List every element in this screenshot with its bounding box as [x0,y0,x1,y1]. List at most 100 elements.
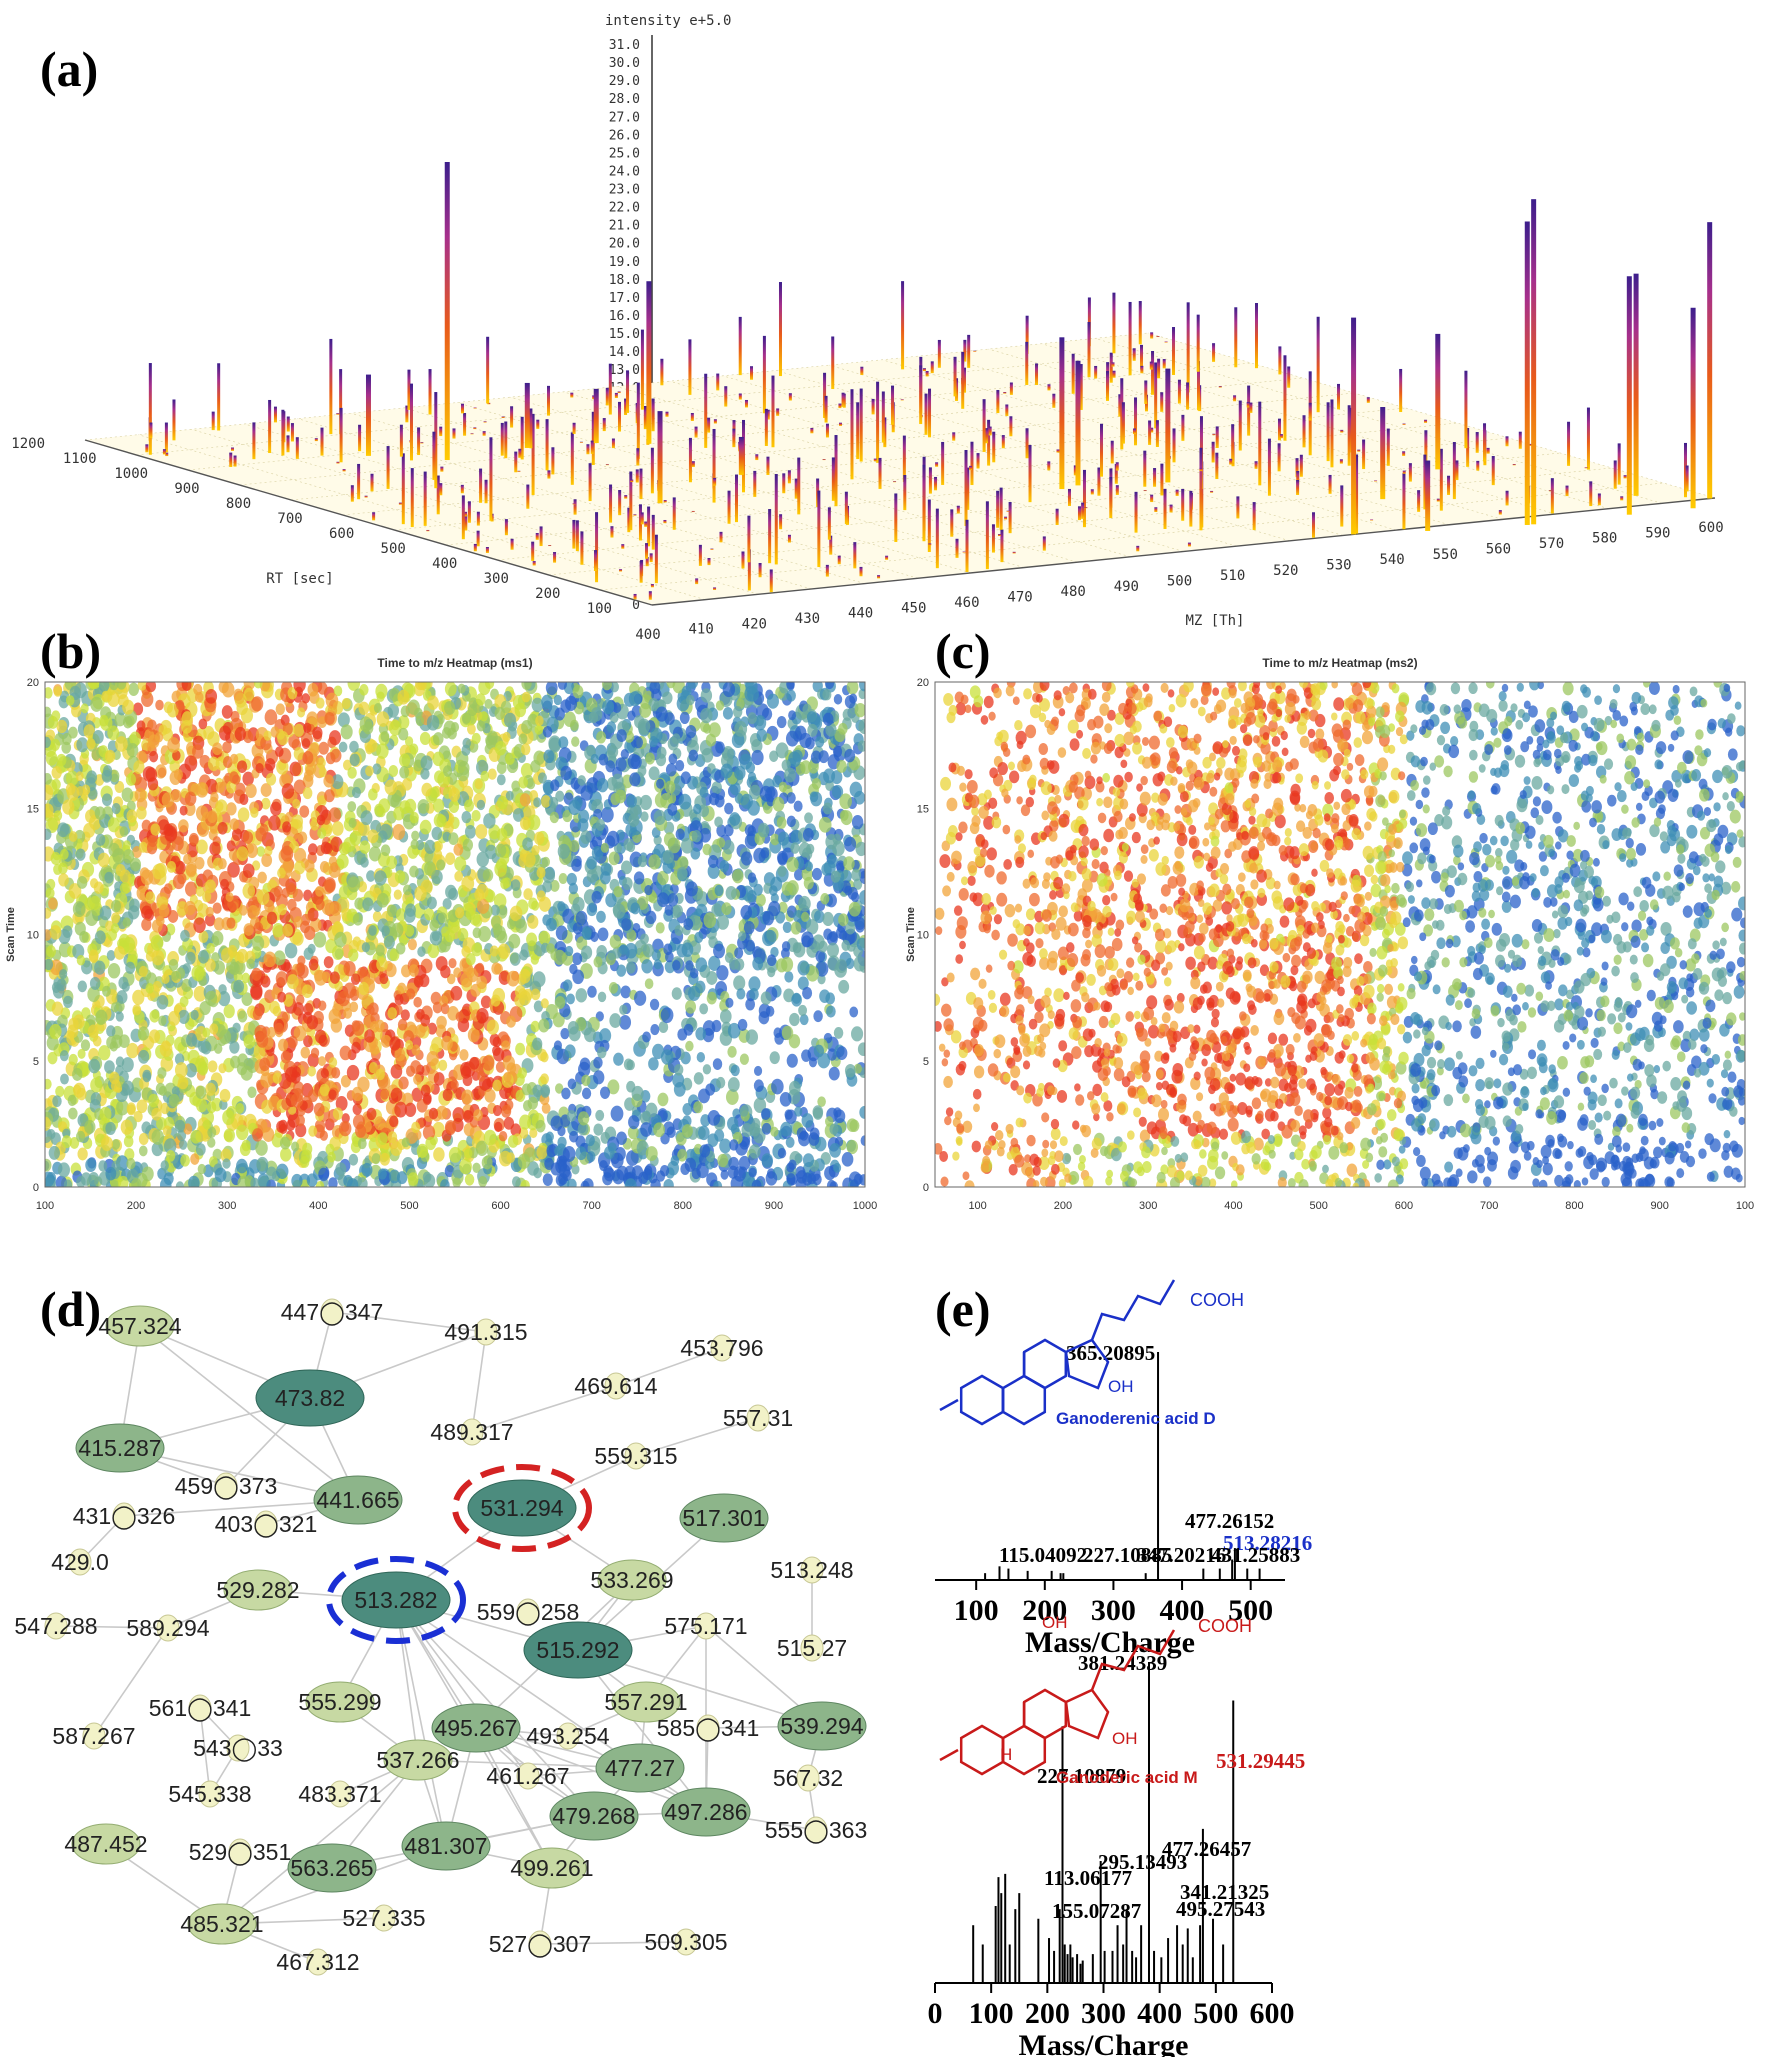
heatmap-point [310,1047,320,1059]
heatmap-point [227,862,240,878]
noise-peak [955,538,959,558]
noise-peak [268,399,272,454]
noise-peak [1423,454,1427,510]
heatmap-point [405,1040,414,1051]
heatmap-point [335,1162,347,1177]
y-tick-label: 300 [484,571,509,587]
heatmap-point [822,689,832,701]
z-tick-label: 15.0 [609,327,640,342]
noise-peak [924,393,928,435]
heatmap-point [212,902,222,914]
noise-peak [953,356,957,397]
heatmap-point [133,1110,143,1123]
noise-peak [1055,508,1059,525]
heatmap-point [259,823,269,836]
heatmap-point [112,848,126,864]
heatmap-point [756,728,767,742]
heatmap-point [859,1105,865,1119]
heatmap-point [111,803,121,815]
heatmap-point [693,1101,703,1114]
heatmap-point [793,869,804,881]
noise-peak [529,408,533,449]
heatmap-point [685,960,694,971]
heatmap-point [814,910,825,924]
heatmap-point [693,1072,704,1085]
heatmap-point [197,1163,206,1175]
heatmap-point [390,1064,403,1079]
heatmap-point [838,979,850,994]
noise-peak [1402,470,1406,474]
heatmap-point [761,1108,771,1121]
heatmap-point [596,910,606,923]
intensity-peak [738,436,744,475]
heatmap-point [90,696,103,712]
heatmap-point [728,1156,740,1171]
noise-peak [753,470,757,497]
noise-peak [1056,449,1060,453]
noise-peak [996,390,1000,414]
noise-peak [1090,489,1094,495]
noise-peak [626,370,630,413]
noise-peak [750,366,754,380]
heatmap-point [263,730,272,741]
z-tick-label: 25.0 [609,146,640,161]
heatmap-point [706,991,717,1005]
noise-peak [531,413,535,496]
heatmap-point [160,1160,169,1171]
heatmap-point [580,1180,590,1187]
heatmap-point [858,718,865,735]
noise-peak [883,417,887,448]
noise-peak [1295,458,1299,478]
noise-peak [286,435,290,453]
noise-peak [961,351,965,409]
heatmap-point [331,821,344,836]
heatmap-point [815,736,825,748]
noise-peak [464,511,468,517]
heatmap-point [361,1162,373,1177]
heatmap-point [58,873,69,887]
z-axis-title: intensity e+5.0 [605,13,731,29]
heatmap-point [57,822,69,838]
noise-peak [420,442,424,444]
heatmap-point [567,1021,579,1035]
heatmap-point [492,1036,502,1048]
heatmap-point [340,724,353,740]
noise-peak [727,490,731,524]
heatmap-point [558,872,568,885]
y-axis-title: Scan Time [5,907,17,962]
heatmap-point [520,763,533,779]
noise-peak [1548,490,1552,492]
heatmap-point [642,1031,651,1043]
heatmap-point [555,925,568,941]
noise-peak [992,431,996,463]
heatmap-point [101,1136,114,1152]
noise-peak [1035,363,1039,385]
heatmap-point [388,764,399,777]
heatmap-point [45,1127,53,1144]
heatmap-point [716,824,727,837]
noise-peak [1218,386,1222,388]
heatmap-point [520,816,531,830]
heatmap-point [781,941,791,952]
heatmap-point [349,740,359,753]
heatmap-point [655,922,665,934]
intensity-peak [1531,199,1537,525]
heatmap-point [637,855,648,868]
noise-peak [988,426,992,436]
noise-peak [148,363,152,455]
noise-peak [461,403,465,414]
noise-peak [859,388,863,462]
heatmap-point [405,903,416,917]
noise-peak [982,399,986,452]
noise-peak [1077,506,1081,521]
heatmap-point [561,1087,571,1100]
heatmap-point [413,759,423,772]
heatmap-point [748,976,761,992]
heatmap-point [53,686,63,697]
heatmap-point [460,1065,472,1079]
heatmap-point [610,682,620,693]
noise-peak [650,584,654,588]
heatmap-point [799,1014,809,1026]
heatmap-point [211,930,224,946]
heatmap-point [523,888,533,900]
